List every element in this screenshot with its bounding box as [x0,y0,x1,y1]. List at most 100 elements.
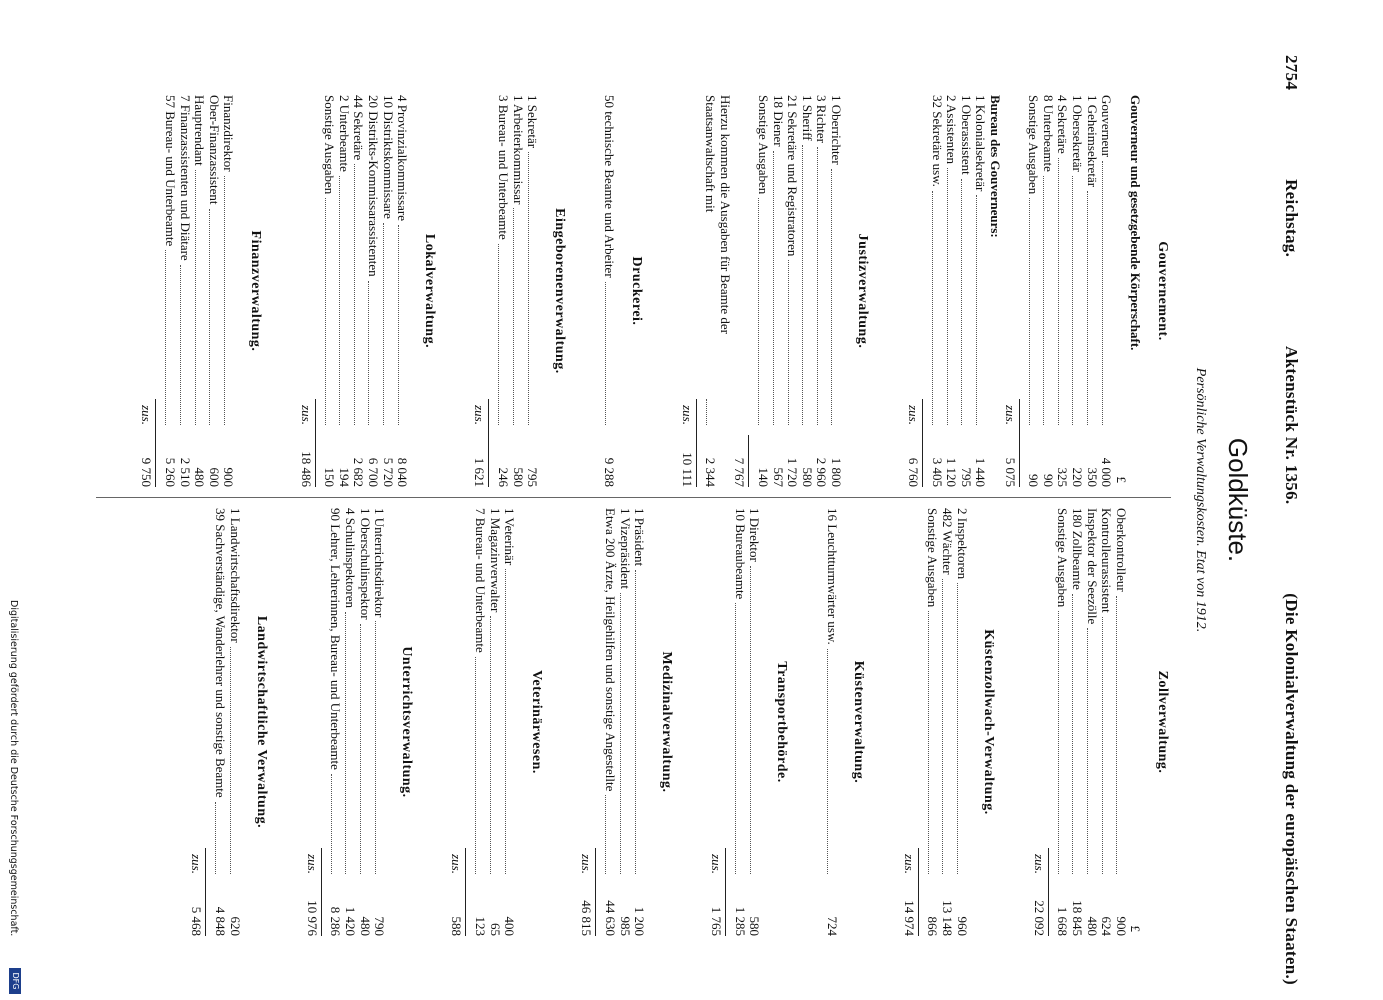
dot-leader [1072,593,1074,874]
row-value: 90 [1040,474,1056,487]
total-box: 7 767 [731,435,750,487]
table-row: 7 Bureau- und Unterbeamte 123 [472,508,488,936]
dot-leader [345,612,347,874]
row-label: 1 Oberassistent [958,95,974,175]
row-label: 1 Sheriff [799,95,815,141]
dot-leader [330,773,332,874]
column: Zollverwaltung. £ Oberkontrolleur 900 Kontro… [188,508,1170,937]
dot-leader [735,603,737,874]
table-row: 1 Obersekretär 220 [1069,95,1085,487]
row-label: 4 Schulinspektoren [343,508,358,609]
row-value: 18 845 [1070,900,1086,936]
table-row: Sonstige Ausgaben 140 [755,95,771,488]
section-heading: Lokalverwaltung. [421,233,437,349]
table-row: 20 Distrikts-Kommissarassistenten 6 700 [365,95,382,487]
row-label: 2 Unterbeamte [336,95,352,172]
dot-leader [180,264,182,425]
table-row: 1 Sheriff 580 [799,95,815,487]
row-value: 1 120 [944,457,960,487]
dot-leader [1101,161,1103,425]
table-row: Kontrolleurassistent 624 [1099,508,1114,936]
dot-leader [498,243,500,425]
row-label: 1 Landwirtschaftsdirektor [227,508,243,643]
row-label: Sonstige Ausgaben [1026,95,1042,195]
total-row: zus. 10 976 [304,508,322,936]
dot-leader [772,150,774,425]
table-row: 1 Arbeiterkommissar 580 [510,95,526,487]
table-row: Inspektor der Seezölle 480 [1084,508,1100,936]
row-label: Gouverneur [1099,95,1115,158]
dot-leader [1028,198,1030,425]
row-value: 8 040 [395,457,411,487]
table-row: Finanzdirektor 900 [221,95,236,487]
table-row: 10 Distriktskommissare 5 720 [380,95,396,487]
dot-leader [1072,175,1074,425]
section-heading: Unterrichtsverwaltung. [398,646,414,798]
row-value: 480 [357,916,373,937]
total-value: 6 760 [906,457,922,487]
section-heading: Medizinalverwaltung. [658,651,674,793]
row-value: 4 848 [213,906,229,936]
row-value: 900 [221,467,237,488]
dot-leader [1087,191,1089,425]
section: Küstenzollwach-Verwaltung. 2 Inspektoren 9… [901,508,996,937]
currency: £ [1128,925,1144,933]
row-label: Ober-Finanzassistent [206,95,222,205]
total-row: zus. 5 075 [1002,95,1020,487]
row-label: 1 Sekretär [525,95,541,149]
table-row: 1 Direktor 580 [747,508,763,937]
section: Zollverwaltung. £ Oberkontrolleur 900 Kontro… [1031,508,1170,936]
table-row: 2 Assistenten 1 120 [944,95,959,487]
section: Justizverwaltung. 1 Oberrichter 1 800 3 Ric… [678,95,871,488]
row-label: 4 Sekretäre [1055,95,1071,154]
total-value: 10 111 [679,452,695,487]
section: Finanzverwaltung. Finanzdirektor 900 Ober-F… [138,95,263,488]
row-value: 866 [925,916,941,937]
section: Gouvernement. Gouverneur und gesetzgebend… [905,95,1170,488]
row-label: 1 Direktor [747,508,763,562]
total-row: zus. 1 621 [471,95,490,487]
row-label: 39 Sachverständige, Wanderlehrer und son… [213,508,229,798]
section-heading: Druckerei. [628,256,644,326]
total-box: zus. 9 750 [138,399,157,487]
row-label: 90 Lehrer, Lehrerinnen, Bureau- und Unte… [328,508,344,770]
row-value: 140 [755,467,771,488]
table-row: Sonstige Ausgaben 1 668 [1055,508,1070,936]
total-box: zus. 46 815 [578,848,597,936]
table-row: 10 Bureaubeamte 1 285 [732,508,748,936]
dot-leader [513,208,514,425]
table-row: 21 Sekretäre und Registratoren 1 720 [785,95,800,487]
dot-leader [619,592,621,874]
table-row: Sonstige Ausgaben 90 [1026,95,1041,487]
table-row: 57 Bureau- und Unterbeamte 5 260 [163,95,178,487]
dot-leader [927,611,929,874]
section-heading: Gouvernement. [1155,241,1170,341]
row-value: 4 000 [1099,457,1115,487]
total-value: 46 815 [579,900,595,936]
table-row: 1 Vizepräsident 985 [617,508,633,936]
dot-leader [705,399,707,425]
section-heading: Transportbehörde. [774,661,790,783]
total-value: 588 [449,916,465,937]
row-value: 580 [747,916,763,937]
table-row: 4 Sekretäre 325 [1055,95,1070,487]
row-value: 350 [1084,467,1100,488]
row-label: Inspektor der Seezölle [1084,508,1100,625]
total-box: zus. 14 974 [901,848,919,936]
row-value: 480 [192,467,208,488]
section-heading: Veterinärwesen. [528,670,544,774]
row-label: 3 Bureau- und Unterbeamte [496,95,511,240]
row-value: 2 510 [177,457,193,487]
header-text: (Die Kolonialverwaltung der europäischen… [1282,593,1301,985]
row-value: 194 [336,467,352,488]
row-label: 20 Distrikts-Kommissarassistenten [366,95,382,277]
dot-leader [1057,157,1059,425]
total-value: 1 765 [709,906,725,936]
row-label: 57 Bureau- und Unterbeamte [163,95,179,247]
table-row: 44 Sekretäre 2 682 [351,95,366,487]
row-value: 624 [1099,916,1115,937]
total-row: zus. 1 765 [708,508,727,936]
table-row: 16 Leuchtturmwärter usw. 724 [824,508,840,936]
section: Landwirtschaftliche Verwaltung. 1 Landwir… [188,508,269,936]
